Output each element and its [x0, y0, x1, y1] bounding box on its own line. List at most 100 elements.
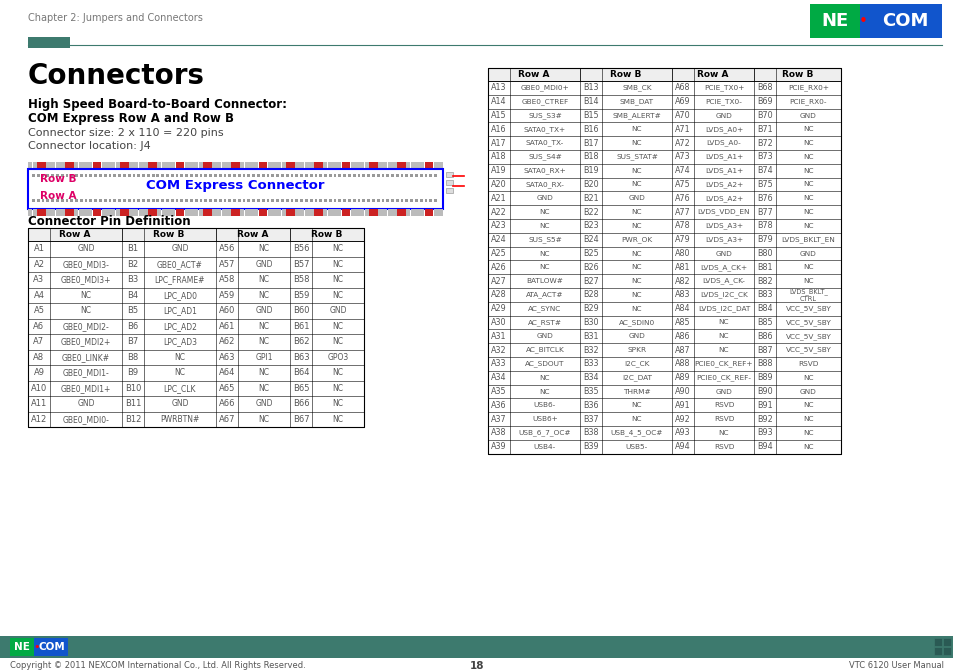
Text: •: •	[33, 642, 40, 652]
Text: A66: A66	[218, 399, 235, 409]
Bar	[400, 174, 403, 177]
Bar	[109, 199, 112, 202]
Bar	[446, 188, 453, 193]
Text: B56: B56	[293, 244, 309, 253]
Text: GND: GND	[77, 399, 94, 409]
Text: A38: A38	[491, 429, 506, 437]
Bar	[391, 174, 394, 177]
Bar	[83, 162, 88, 169]
Bar	[405, 199, 408, 202]
Text: SATA0_TX+: SATA0_TX+	[523, 126, 565, 132]
Bar	[85, 199, 88, 202]
Bar	[357, 199, 360, 202]
Bar	[37, 162, 42, 169]
Text: SATA0_TX-: SATA0_TX-	[525, 140, 563, 146]
Text: A87: A87	[675, 345, 690, 355]
Text: GND: GND	[255, 306, 273, 315]
Text: B76: B76	[757, 194, 772, 203]
Bar	[88, 162, 92, 169]
Text: GPO3: GPO3	[327, 353, 348, 362]
Bar	[125, 162, 129, 169]
Text: AC_SDOUT: AC_SDOUT	[525, 360, 564, 368]
Bar	[305, 174, 308, 177]
Bar	[221, 209, 226, 216]
Bar	[198, 209, 203, 216]
Bar	[387, 209, 392, 216]
Bar	[305, 199, 308, 202]
Bar	[235, 162, 239, 169]
Text: A58: A58	[218, 276, 235, 284]
Text: GND: GND	[800, 388, 816, 394]
Text: GND: GND	[715, 112, 732, 118]
Text: Row B: Row B	[40, 174, 76, 184]
Bar	[102, 209, 106, 216]
Text: A85: A85	[675, 318, 690, 327]
Bar	[37, 174, 39, 177]
Text: USB6+: USB6+	[532, 416, 558, 422]
Bar	[130, 209, 133, 216]
Bar	[348, 174, 351, 177]
Text: PCIE0_CK_REF+: PCIE0_CK_REF+	[694, 360, 753, 368]
Text: NC: NC	[333, 415, 343, 424]
Bar	[357, 174, 360, 177]
Bar	[152, 209, 156, 216]
Text: B8: B8	[128, 353, 138, 362]
Text: A35: A35	[491, 387, 506, 396]
Text: NC: NC	[802, 140, 813, 146]
Bar	[66, 174, 69, 177]
Text: SUS_S3#: SUS_S3#	[528, 112, 561, 119]
Bar	[185, 174, 188, 177]
Text: A19: A19	[491, 166, 506, 175]
Bar	[90, 174, 92, 177]
Bar	[209, 199, 212, 202]
Bar	[273, 162, 276, 169]
Text: A91: A91	[675, 401, 690, 410]
Bar	[79, 162, 83, 169]
Text: GBE0_MDI2+: GBE0_MDI2+	[61, 337, 112, 346]
Bar	[171, 209, 175, 216]
Bar	[166, 199, 169, 202]
Text: A73: A73	[675, 153, 690, 161]
Text: B35: B35	[582, 387, 598, 396]
Bar	[137, 199, 140, 202]
Bar	[102, 162, 106, 169]
Bar	[336, 162, 341, 169]
Text: NC: NC	[174, 353, 185, 362]
Bar	[32, 199, 34, 202]
Bar	[419, 174, 422, 177]
Text: A72: A72	[675, 138, 690, 148]
Bar	[343, 174, 346, 177]
Text: NC: NC	[80, 306, 91, 315]
Text: Chapter 2: Jumpers and Connectors: Chapter 2: Jumpers and Connectors	[28, 13, 203, 23]
Bar	[424, 199, 427, 202]
Text: PCIE_TX0-: PCIE_TX0-	[705, 98, 741, 105]
Text: B29: B29	[582, 304, 598, 313]
Text: B36: B36	[582, 401, 598, 410]
Text: B1: B1	[128, 244, 138, 253]
Text: GND: GND	[329, 306, 346, 315]
Bar	[28, 37, 70, 48]
Bar	[438, 209, 442, 216]
Text: LPC_AD2: LPC_AD2	[163, 322, 196, 331]
Bar	[221, 162, 226, 169]
Bar	[309, 162, 314, 169]
Bar	[88, 209, 92, 216]
Bar	[253, 162, 258, 169]
Text: B20: B20	[582, 180, 598, 189]
Bar	[351, 162, 355, 169]
Text: NC: NC	[258, 244, 269, 253]
Bar	[300, 199, 303, 202]
Bar	[429, 199, 432, 202]
Bar	[295, 174, 298, 177]
Bar	[300, 162, 304, 169]
Bar	[256, 174, 259, 177]
Text: Row A: Row A	[517, 70, 549, 79]
Bar	[369, 209, 374, 216]
Bar	[56, 174, 59, 177]
Text: B5: B5	[128, 306, 138, 315]
Text: USB4-: USB4-	[534, 444, 556, 450]
Bar	[217, 209, 221, 216]
Text: NC: NC	[333, 399, 343, 409]
Text: SMB_DAT: SMB_DAT	[619, 98, 654, 105]
Text: NC: NC	[333, 322, 343, 331]
